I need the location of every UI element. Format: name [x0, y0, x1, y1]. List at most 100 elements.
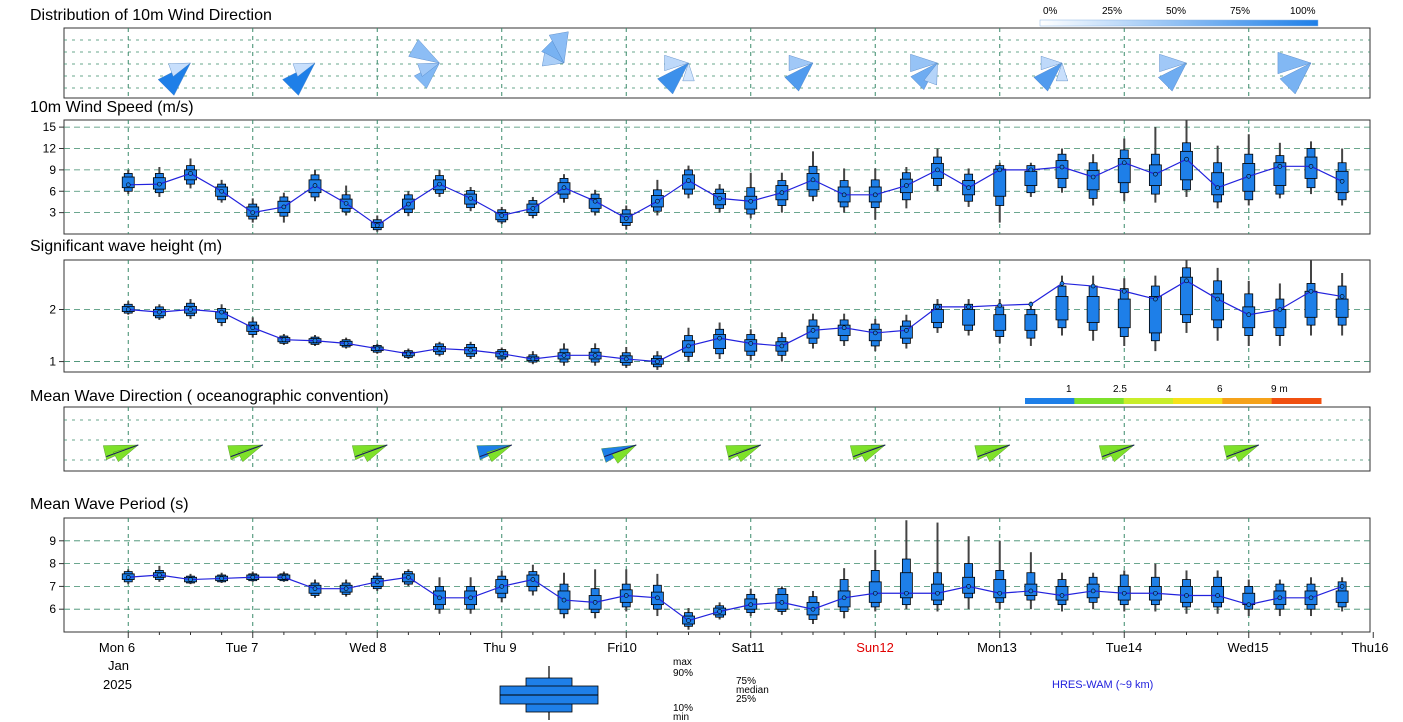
- box-inner: [1180, 276, 1193, 316]
- series-point: [1339, 584, 1345, 589]
- series-point: [904, 183, 909, 188]
- day-label-mon13: Mon13: [977, 640, 1017, 655]
- wind-rose-petal: [682, 62, 695, 82]
- wave-direction-arrow: [479, 444, 512, 458]
- series-point: [966, 185, 971, 190]
- series-point: [281, 574, 287, 580]
- y-tick-label: 15: [43, 120, 57, 134]
- series-point: [1059, 164, 1065, 170]
- box-legend-median-label: median: [736, 685, 769, 696]
- wind-rose-petal: [923, 62, 938, 86]
- wave-direction-arrow: [1102, 444, 1135, 458]
- wave-direction-arrow: [604, 444, 637, 458]
- wave-height-title: Significant wave height (m): [30, 238, 222, 255]
- series-point: [655, 359, 660, 364]
- wave-direction-title: Mean Wave Direction ( oceanographic conv…: [30, 388, 389, 405]
- wave-rose-petal: [984, 444, 1010, 463]
- box-inner: [713, 334, 727, 349]
- series-point: [406, 351, 411, 357]
- wind-rose-petal: [1033, 62, 1063, 92]
- series-point: [406, 201, 411, 207]
- series-point: [1028, 588, 1034, 594]
- wave-legend-label: 4: [1166, 384, 1172, 395]
- series-point: [499, 351, 505, 357]
- series-point: [1090, 283, 1096, 289]
- y-tick-label: 9: [49, 534, 56, 548]
- series-point: [343, 201, 349, 206]
- series-point: [872, 590, 878, 596]
- wave-direction-arrow: [977, 444, 1010, 458]
- series-point: [1153, 171, 1158, 177]
- series-point: [1339, 178, 1345, 184]
- series-point: [281, 337, 287, 343]
- wind-direction-legend: 0% 25% 50% 75% 100%: [1039, 6, 1319, 27]
- series-point: [1090, 588, 1096, 594]
- series-point: [1121, 288, 1127, 294]
- series-point: [499, 584, 505, 589]
- wave-legend-label: 6: [1217, 384, 1223, 395]
- series-point: [1215, 185, 1220, 190]
- model-label: HRES-WAM (~9 km): [1052, 679, 1153, 691]
- series-point: [219, 576, 224, 581]
- series-point: [468, 196, 473, 201]
- box-legend-min: min: [673, 712, 689, 722]
- box-inner: [1117, 298, 1131, 329]
- box-inner: [1024, 170, 1038, 186]
- series-point: [592, 353, 598, 358]
- series-point: [779, 190, 785, 195]
- wave-rose-petal: [735, 444, 761, 463]
- box-inner: [993, 168, 1007, 197]
- wave-legend-swatch: [1271, 398, 1322, 404]
- wave-rose-petal: [486, 444, 512, 463]
- box-inner: [1273, 309, 1287, 329]
- series-point: [1246, 173, 1252, 179]
- series-point: [592, 600, 598, 605]
- x-axis-day-labels: Mon 6 Tue 7 Wed 8 Thu 9 Fri10 Sat11 Sun1…: [99, 640, 1389, 692]
- wind-rose-petal: [292, 62, 316, 77]
- series-point: [810, 177, 816, 183]
- series-point: [312, 338, 318, 344]
- wave-rose-petal: [859, 444, 886, 463]
- series-point: [250, 325, 256, 331]
- box-inner: [993, 314, 1007, 331]
- series-point: [250, 574, 256, 580]
- wave-direction-arrow: [230, 444, 263, 458]
- series-point: [1184, 156, 1189, 162]
- series-point: [1121, 160, 1127, 166]
- wave-legend-swatch: [1173, 398, 1223, 404]
- wind-direction-panel: [63, 27, 1371, 99]
- wind-rose-petal: [417, 62, 441, 77]
- wave-direction-arrow: [1226, 444, 1259, 458]
- month-label: Jan: [108, 658, 129, 673]
- wave-height-panel: [63, 259, 1371, 373]
- series-point: [748, 198, 754, 204]
- series-point: [1153, 296, 1158, 302]
- series-point: [904, 328, 909, 333]
- series-point: [1184, 593, 1189, 598]
- wind-rose-petal: [1055, 62, 1069, 82]
- series-point: [935, 590, 940, 596]
- series-point: [125, 574, 131, 580]
- wind-speed-panel: [63, 119, 1371, 235]
- wind-rose-petal: [657, 62, 689, 95]
- box-inner: [1148, 296, 1162, 334]
- series-point: [561, 597, 567, 603]
- wave-direction-legend: 1 2.5 4 6 9 m: [1025, 384, 1322, 404]
- series-point: [810, 328, 816, 333]
- box-inner: [1211, 172, 1225, 196]
- series-point: [437, 346, 442, 351]
- series-point: [437, 595, 442, 601]
- series-point: [841, 595, 847, 601]
- wind-rose-petal: [910, 53, 939, 73]
- series-point: [561, 185, 567, 190]
- series-point: [125, 182, 131, 188]
- series-point: [437, 181, 442, 187]
- wave-rose-petal: [237, 444, 263, 463]
- series-point: [374, 223, 380, 228]
- wave-legend-swatch: [1222, 398, 1273, 404]
- wave-legend-label: 9 m: [1271, 384, 1288, 395]
- wind-rose-petal: [1279, 62, 1312, 95]
- box-inner: [1335, 590, 1349, 603]
- wind-rose-petal: [1040, 55, 1063, 71]
- box-inner: [931, 309, 944, 323]
